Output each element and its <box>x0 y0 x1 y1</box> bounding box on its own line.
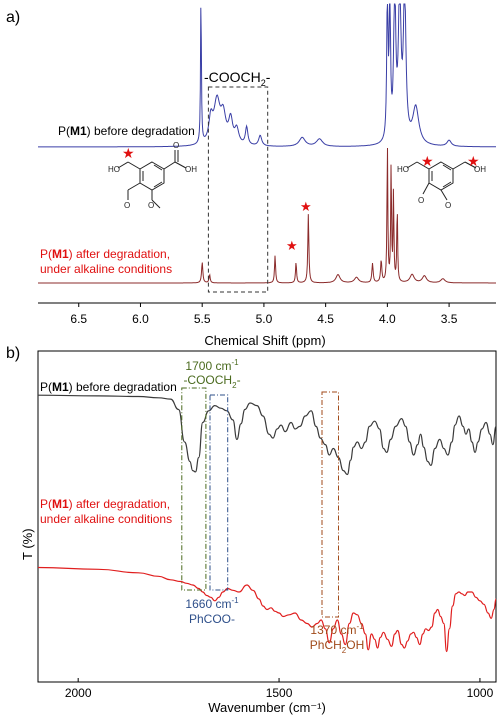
nmr-after-spectrum <box>38 147 496 284</box>
star-icon-peak-474: ★ <box>286 238 298 253</box>
nmr-after-line <box>38 147 496 284</box>
cooch2-region-box <box>207 86 269 293</box>
ir-annot-1700-line2: -COOCH2- <box>183 373 240 390</box>
panel-a-label: a) <box>6 9 20 26</box>
ir-x-tick-label: 2000 <box>65 686 92 700</box>
nmr-x-tick-label: 5.0 <box>256 312 273 326</box>
nmr-before-line <box>38 3 496 148</box>
star-icon-right-structure-2: ★ <box>467 153 480 169</box>
cooch2-label: -COOCH2- <box>204 69 271 88</box>
ir-after-spectrum <box>37 566 497 653</box>
panel-b-ir: b) 1700 cm-1 -COOCH2- 1660 cm-1 PhCOO- 1… <box>6 345 497 715</box>
ir-before-label: P(M1) before degradation <box>40 380 177 394</box>
star-icon-peak-464: ★ <box>300 199 312 214</box>
ir-before-spectrum <box>37 394 497 476</box>
nmr-before-label: P(M1) before degradation <box>58 124 195 138</box>
ir-x-axis-title: Wavenumber (cm⁻¹) <box>208 700 326 715</box>
ir-x-tick-label: 1000 <box>467 686 494 700</box>
ir-y-axis-title: T (%) <box>20 528 35 560</box>
panel-b-label: b) <box>6 345 20 362</box>
nmr-x-tick-label: 4.0 <box>379 312 396 326</box>
panel-a-nmr: a) -COOCH2- P(M1) before degradation P(M… <box>6 3 496 348</box>
nmr-x-tick-label: 6.0 <box>132 312 149 326</box>
ir-annotation-box <box>181 387 207 591</box>
structure-left-ho: HO <box>108 165 120 174</box>
nmr-x-tick-label: 4.5 <box>317 312 334 326</box>
star-icon-left-structure: ★ <box>122 145 135 161</box>
nmr-x-axis: 6.5 6.0 5.5 5.0 4.5 4.0 3.5 <box>38 302 496 326</box>
ir-after-label-line2: under alkaline conditions <box>40 512 172 526</box>
nmr-before-spectrum <box>38 3 496 148</box>
ir-annot-1660-line1: 1660 cm-1 <box>185 596 239 611</box>
star-icon-right-structure-1: ★ <box>421 153 434 169</box>
nmr-after-label-line2: under alkaline conditions <box>40 262 172 276</box>
nmr-x-tick-label: 3.5 <box>441 312 458 326</box>
ir-x-axis: 2000 1500 1000 <box>65 678 494 700</box>
ir-before-line <box>37 394 497 476</box>
structure-left-ring <box>139 161 165 191</box>
structure-right <box>406 161 477 201</box>
structure-left-carbonyl-o: O <box>173 141 179 150</box>
structure-right-methoxy-o2: O <box>445 201 451 210</box>
structure-left-methoxy-o2: O <box>148 201 154 210</box>
nmr-after-label-line1: P(M1) after degradation, <box>40 247 170 261</box>
ir-annot-1370-line2: PhCH2OH <box>310 638 364 655</box>
structure-left-oh: OH <box>185 165 197 174</box>
ir-annotation-boxes <box>181 387 339 618</box>
structure-left-methoxy-o1: O <box>124 201 130 210</box>
ir-after-line <box>37 566 497 653</box>
ir-annot-1660-line2: PhCOO- <box>189 612 235 626</box>
structure-right-oh: OH <box>474 165 486 174</box>
structure-right-labels: HO OH O O <box>397 165 486 210</box>
ir-after-label-line1: P(M1) after degradation, <box>40 497 170 511</box>
structure-left <box>117 150 187 209</box>
nmr-x-tick-label: 6.5 <box>70 312 87 326</box>
structure-left-labels: HO OH O O O <box>108 141 197 210</box>
nmr-x-axis-title: Chemical Shift (ppm) <box>204 333 325 348</box>
nmr-x-tick-label: 5.5 <box>194 312 211 326</box>
ir-annot-1700-line1: 1700 cm-1 <box>185 358 239 373</box>
ir-annotation-box <box>209 394 229 591</box>
ir-annotation-box <box>321 391 339 618</box>
ir-x-tick-label: 1500 <box>266 686 293 700</box>
ir-plot-frame <box>37 350 497 683</box>
structure-right-ho: HO <box>397 165 409 174</box>
structure-right-methoxy-o1: O <box>418 196 424 205</box>
ir-annot-1370-line1: 1370 cm-1 <box>310 622 364 637</box>
